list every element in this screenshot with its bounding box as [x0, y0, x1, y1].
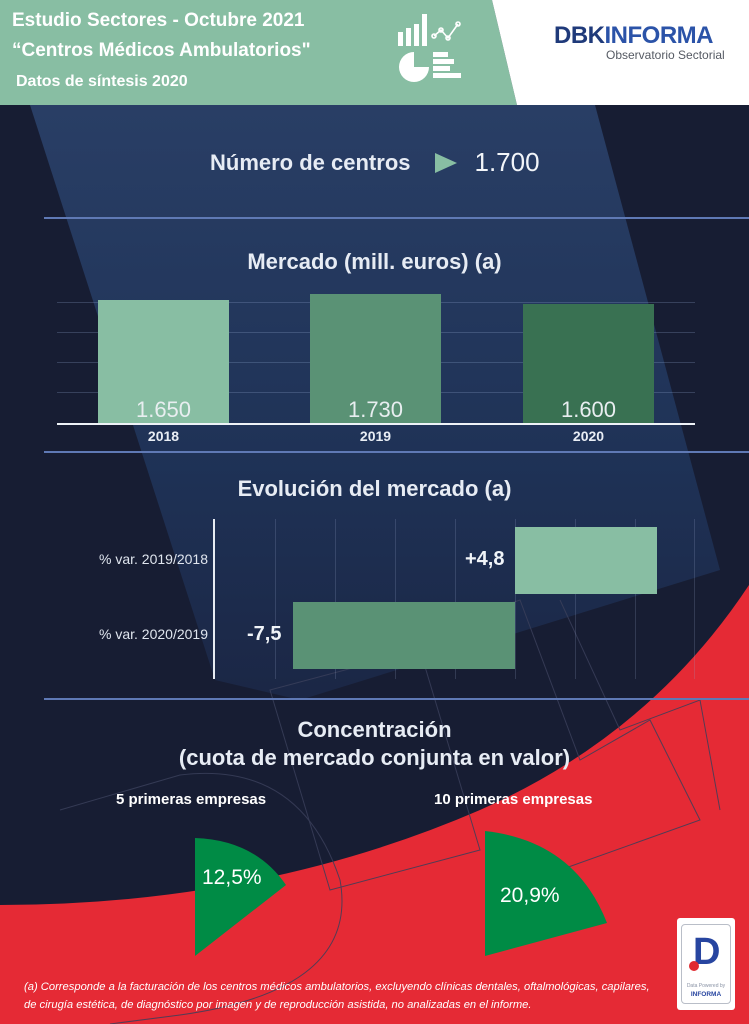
arrow-right-icon — [434, 152, 457, 173]
evolution-bar-chart: +4,8 -7,5 — [213, 519, 695, 679]
gridline — [694, 519, 695, 679]
report-title: Estudio Sectores - Octubre 2021 — [12, 10, 305, 31]
bar-2020: 1.600 — [523, 304, 654, 425]
x-axis-label: 2020 — [572, 428, 605, 444]
logo-tagline: Observatorio Sectorial — [606, 48, 725, 62]
bar-var-2020-2019 — [293, 602, 515, 669]
sector-title: “Centros Médicos Ambulatorios" — [12, 40, 311, 61]
kpi-number-of-centers: Número de centros 1.700 — [210, 147, 540, 178]
bar-2018: 1.650 — [98, 300, 229, 425]
gridline — [275, 519, 276, 679]
kpi-label: Número de centros — [210, 149, 411, 175]
pie-top10-share — [485, 831, 607, 956]
header-white-panel — [492, 0, 749, 105]
pie-value: 12,5% — [202, 866, 262, 889]
logo-brand-informa: INFORMA — [604, 22, 714, 49]
pie-value: 20,9% — [500, 884, 560, 907]
logo-brand-dbk: DBK — [554, 22, 605, 49]
bar-value: +4,8 — [465, 548, 505, 570]
gridline — [335, 519, 336, 679]
y-axis-label: % var. 2020/2019 — [99, 626, 208, 642]
market-bar-chart: 1.650 1.730 1.600 — [57, 285, 695, 425]
bar-value: -7,5 — [247, 623, 282, 645]
evolution-chart-title: Evolución del mercado (a) — [237, 476, 512, 501]
report-subtitle: Datos de síntesis 2020 — [16, 73, 188, 90]
gridline — [635, 519, 636, 679]
badge-brand: INFORMA — [690, 991, 722, 998]
y-axis-label: % var. 2019/2018 — [99, 551, 208, 567]
badge-small-text: Data Powered by — [686, 983, 726, 989]
x-axis-label: 2019 — [359, 428, 392, 444]
bar-value: 1.600 — [560, 397, 617, 422]
market-chart-title: Mercado (mill. euros) (a) — [247, 249, 502, 274]
chart-analytics-icon — [398, 14, 461, 82]
header: Estudio Sectores - Octubre 2021 “Centros… — [0, 0, 749, 105]
gridline — [515, 519, 516, 679]
section-divider — [44, 698, 749, 700]
footnote: (a) Corresponde a la facturación de los … — [24, 981, 650, 1011]
red-dot-icon — [689, 961, 699, 971]
kpi-value: 1.700 — [474, 147, 540, 177]
x-axis-label: 2018 — [147, 428, 180, 444]
x-axis-baseline — [57, 423, 695, 425]
header-green-panel — [0, 0, 517, 105]
data-powered-by-badge: D Data Powered by INFORMA — [677, 918, 735, 1010]
gridline — [395, 519, 396, 679]
y-axis-line — [213, 519, 215, 679]
bar-value: 1.650 — [135, 397, 192, 422]
section-divider — [44, 217, 749, 219]
concentration-subtitle: (cuota de mercado conjunta en valor) — [178, 745, 571, 770]
concentration-title: Concentración — [297, 717, 452, 742]
bar-2019: 1.730 — [310, 294, 441, 425]
bar-var-2019-2018 — [515, 527, 657, 594]
top5-label: 5 primeras empresas — [116, 791, 267, 808]
gridline — [575, 519, 576, 679]
top10-label: 10 primeras empresas — [434, 791, 593, 808]
gridline — [455, 519, 456, 679]
section-divider — [44, 451, 749, 453]
dbk-informa-logo: DBKINFORMA Observatorio Sectorial — [554, 22, 725, 63]
bar-value: 1.730 — [347, 397, 404, 422]
pie-top5-share — [195, 838, 286, 956]
